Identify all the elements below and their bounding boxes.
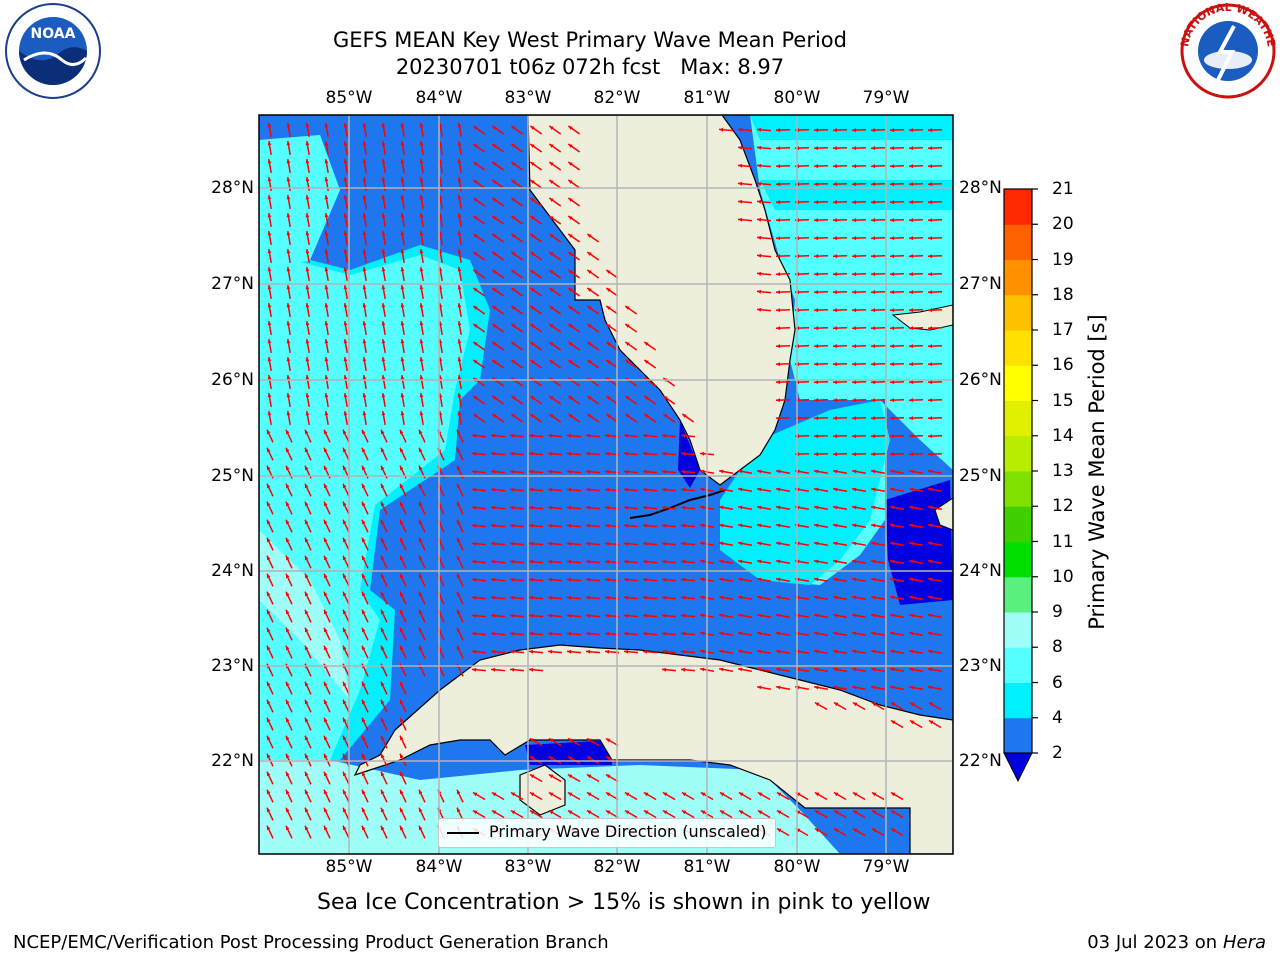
colorbar-label-20: 20 [1052, 214, 1074, 235]
lat-tick-left-22: 22°N [211, 751, 254, 771]
lon-tick-bottom-84: 84°W [415, 857, 463, 877]
graticule [259, 115, 953, 854]
lon-tick-bottom-79: 79°W [862, 857, 910, 877]
colorbar-label-19: 19 [1052, 249, 1074, 270]
footer-right: 03 Jul 2023 on Hera [1087, 932, 1266, 953]
lon-tick-top-83: 83°W [504, 88, 552, 108]
noaa-logo: NOAA [2, 2, 104, 100]
footer-host: Hera [1222, 932, 1266, 953]
lat-tick-right-22: 22°N [959, 751, 1002, 771]
footer-date: 03 Jul 2023 on [1087, 932, 1223, 953]
colorbar-label-2: 2 [1052, 743, 1063, 763]
colorbar-label-17: 17 [1052, 320, 1074, 340]
colorbar-label-4: 4 [1052, 707, 1063, 728]
colorbar-swatch-4 [1004, 682, 1032, 719]
colorbar-swatch-12 [1004, 471, 1032, 507]
colorbar-swatch-11 [1004, 506, 1032, 542]
colorbar-swatch-20 [1004, 189, 1032, 225]
colorbar-title: Primary Wave Mean Period [s] [1085, 314, 1109, 630]
lat-tick-right-24: 24°N [959, 561, 1002, 581]
map-legend: Primary Wave Direction (unscaled) [438, 818, 776, 848]
region-6-8s-sw-strip [259, 600, 350, 760]
chart-title-line1: GEFS MEAN Key West Primary Wave Mean Per… [333, 28, 847, 52]
colorbar-label-11: 11 [1052, 531, 1074, 552]
map-frame [258, 114, 954, 855]
sea-ice-note: Sea Ice Concentration > 15% is shown in … [317, 890, 931, 915]
lat-tick-left-25: 25°N [211, 466, 254, 486]
colorbar-swatch-9 [1004, 576, 1032, 613]
colorbar-label-10: 10 [1052, 566, 1074, 587]
colorbar-swatch-14 [1004, 400, 1032, 437]
lon-tick-top-79: 79°W [862, 88, 910, 108]
colorbar-swatch-19 [1004, 224, 1032, 260]
colorbar-swatch-13 [1004, 435, 1032, 472]
region-below-2s-east [885, 480, 953, 605]
legend-label: Primary Wave Direction (unscaled) [489, 822, 767, 841]
colorbar-swatch-16 [1004, 330, 1032, 366]
region-8-9s-southwest [259, 530, 840, 854]
lat-tick-right-25: 25°N [959, 466, 1002, 486]
noaa-logo-text: NOAA [31, 26, 76, 42]
lon-tick-bottom-83: 83°W [504, 857, 552, 877]
colorbar-swatch-17 [1004, 294, 1032, 331]
lat-tick-left-23: 23°N [211, 656, 254, 676]
colorbar-label-16: 16 [1052, 355, 1074, 376]
region-below-2s-cuba-bay [525, 740, 615, 765]
region-4-6s-east-top [750, 115, 953, 140]
colorbar-label-15: 15 [1052, 390, 1074, 411]
lon-tick-top-84: 84°W [415, 88, 463, 108]
colorbar-label-6: 6 [1052, 672, 1063, 693]
nws-logo: NATIONAL WEATHER SERVICE [1174, 0, 1278, 100]
colorbar-label-12: 12 [1052, 496, 1074, 517]
lat-tick-right-26: 26°N [959, 370, 1002, 390]
colorbar-label-9: 9 [1052, 602, 1063, 622]
lat-tick-left-26: 26°N [211, 370, 254, 390]
lat-tick-right-23: 23°N [959, 656, 1002, 676]
footer-left: NCEP/EMC/Verification Post Processing Pr… [13, 932, 609, 953]
colorbar-swatch-18 [1004, 259, 1032, 296]
chart-title-line2: 20230701 t06z 072h fcst Max: 8.97 [395, 55, 785, 79]
lon-tick-top-81: 81°W [683, 88, 731, 108]
colorbar-extend-min [1003, 752, 1033, 783]
colorbar-swatch-8 [1004, 612, 1032, 648]
lat-tick-right-27: 27°N [959, 274, 1002, 294]
colorbar-label-14: 14 [1052, 425, 1074, 446]
colorbar-swatch-2 [1004, 717, 1032, 754]
lat-tick-left-28: 28°N [211, 178, 254, 198]
lon-tick-top-80: 80°W [773, 88, 821, 108]
lon-tick-top-85: 85°W [325, 88, 373, 108]
lon-tick-bottom-82: 82°W [593, 857, 641, 877]
colorbar-swatch-10 [1004, 541, 1032, 578]
land-andros [934, 497, 953, 531]
colorbar-label-21: 21 [1052, 179, 1074, 199]
lon-tick-bottom-81: 81°W [683, 857, 731, 877]
colorbar [1003, 188, 1038, 783]
colorbar-swatch-15 [1004, 365, 1032, 401]
lon-tick-bottom-85: 85°W [325, 857, 373, 877]
colorbar-label-8: 8 [1052, 637, 1063, 658]
lon-tick-bottom-80: 80°W [773, 857, 821, 877]
lon-tick-top-82: 82°W [593, 88, 641, 108]
lat-tick-left-24: 24°N [211, 561, 254, 581]
lat-tick-right-28: 28°N [959, 178, 1002, 198]
colorbar-label-13: 13 [1052, 461, 1074, 481]
lat-tick-left-27: 27°N [211, 274, 254, 294]
legend-line-swatch [447, 832, 479, 834]
colorbar-label-18: 18 [1052, 284, 1074, 305]
colorbar-swatch-6 [1004, 647, 1032, 683]
land-florida-keys [629, 489, 726, 519]
